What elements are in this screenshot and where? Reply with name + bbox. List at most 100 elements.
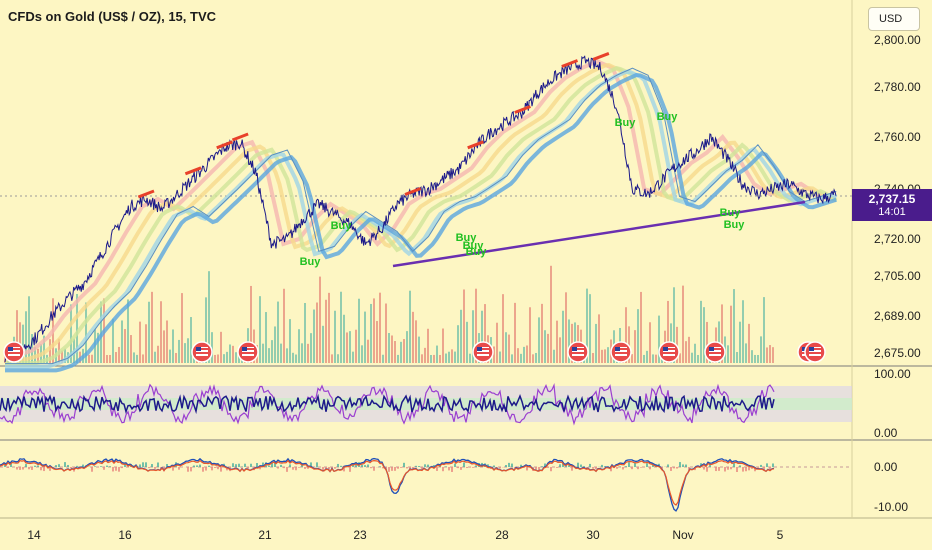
macd-histogram-bar	[199, 464, 201, 467]
macd-histogram-bar	[112, 467, 114, 472]
volume-bar	[430, 354, 432, 363]
volume-bar	[25, 311, 27, 363]
volume-bar	[112, 318, 114, 363]
us-flag-event-icon	[658, 341, 680, 363]
macd-histogram-bar	[472, 467, 474, 468]
macd-histogram-bar	[103, 467, 105, 470]
volume-bar	[751, 350, 753, 363]
signal-line	[0, 459, 775, 506]
volume-bar	[328, 292, 330, 363]
macd-histogram-bar	[595, 467, 597, 470]
currency-button[interactable]: USD	[868, 7, 920, 31]
volume-bar	[142, 354, 144, 363]
volume-bar	[133, 352, 135, 363]
macd-histogram-bar	[91, 467, 93, 472]
flag-stripe	[615, 352, 627, 354]
macd-histogram-bar	[316, 462, 318, 467]
volume-bar	[394, 341, 396, 363]
volume-bar	[685, 341, 687, 363]
volume-bar	[271, 340, 273, 363]
macd-histogram-bar	[670, 467, 672, 471]
macd-histogram-bar	[208, 465, 210, 467]
macd-histogram-bar	[682, 464, 684, 467]
macd-histogram-bar	[442, 467, 444, 472]
macd-histogram-bar	[61, 467, 63, 468]
volume-bar	[769, 345, 771, 363]
volume-bar	[598, 314, 600, 363]
volume-bar	[205, 297, 207, 363]
volume-bar	[649, 322, 651, 363]
volume-bar	[412, 311, 414, 363]
macd-histogram-bar	[751, 467, 753, 469]
macd-histogram-bar	[292, 467, 294, 470]
volume-bar	[733, 289, 735, 363]
macd-histogram-bar	[256, 463, 258, 467]
flag-canton	[809, 347, 814, 351]
volume-bar	[28, 296, 30, 363]
flag-stripe	[709, 348, 721, 350]
macd-tick-label: 0.00	[874, 460, 898, 474]
volume-bar	[631, 354, 633, 363]
macd-histogram-bar	[301, 464, 303, 467]
volume-bar	[454, 351, 456, 363]
macd-histogram-bar	[565, 465, 567, 467]
macd-histogram-bar	[634, 462, 636, 467]
volume-bar	[298, 329, 300, 363]
time-tick-label: 28	[495, 528, 509, 542]
macd-histogram-bar	[94, 466, 96, 467]
macd-histogram-bar	[295, 467, 297, 471]
macd-histogram-bar	[571, 467, 573, 471]
macd-histogram-bar	[211, 467, 213, 471]
volume-bar	[646, 350, 648, 363]
volume-bar	[400, 341, 402, 363]
grid	[0, 0, 932, 519]
volume-bar	[397, 354, 399, 363]
time-tick-label: 5	[777, 528, 784, 542]
moving-average-band	[5, 72, 837, 373]
volume-bar	[652, 354, 654, 363]
volume-bar	[757, 354, 759, 363]
volume-bar	[367, 339, 369, 363]
volume-bar	[370, 303, 372, 363]
macd-histogram-bar	[226, 467, 228, 471]
volume-bar	[436, 345, 438, 363]
volume-bar	[229, 344, 231, 363]
flag-canton	[477, 347, 482, 351]
macd-histogram-bar	[772, 463, 774, 467]
volume-bar	[346, 332, 348, 363]
macd-histogram-bar	[622, 467, 624, 470]
macd-histogram-bar	[277, 467, 279, 469]
macd-histogram-bar	[106, 465, 108, 467]
volume-bar	[553, 349, 555, 363]
macd-histogram-bar	[544, 463, 546, 467]
volume-bar	[181, 293, 183, 363]
volume-bar	[391, 335, 393, 363]
volume-bar	[316, 302, 318, 363]
flag-stripe	[477, 352, 489, 354]
volume-bar	[319, 276, 321, 363]
sell-marker	[184, 166, 202, 176]
volume-bar	[745, 343, 747, 363]
macd-histogram-bar	[286, 467, 288, 472]
macd-histogram-bar	[754, 467, 756, 472]
volume-bar	[730, 305, 732, 363]
volume-bar	[349, 331, 351, 363]
macd-histogram-bar	[298, 467, 300, 468]
macd-histogram-bar	[685, 464, 687, 467]
macd-histogram-bar	[268, 465, 270, 467]
volume-bar	[667, 300, 669, 363]
volume-bar	[259, 296, 261, 363]
macd-histogram-bar	[187, 467, 189, 472]
macd-histogram-bar	[451, 467, 453, 472]
macd-histogram-bar	[688, 467, 690, 471]
buy-label: Buy	[657, 111, 679, 123]
macd-histogram-bar	[577, 462, 579, 467]
price-tick-label: 2,689.00	[874, 309, 921, 323]
time-tick-label: 30	[586, 528, 600, 542]
volume-bar	[235, 352, 237, 363]
volume-bar	[22, 324, 24, 363]
volume-bar	[736, 352, 738, 363]
flag-stripe	[8, 348, 20, 350]
volume-bar	[154, 351, 156, 363]
